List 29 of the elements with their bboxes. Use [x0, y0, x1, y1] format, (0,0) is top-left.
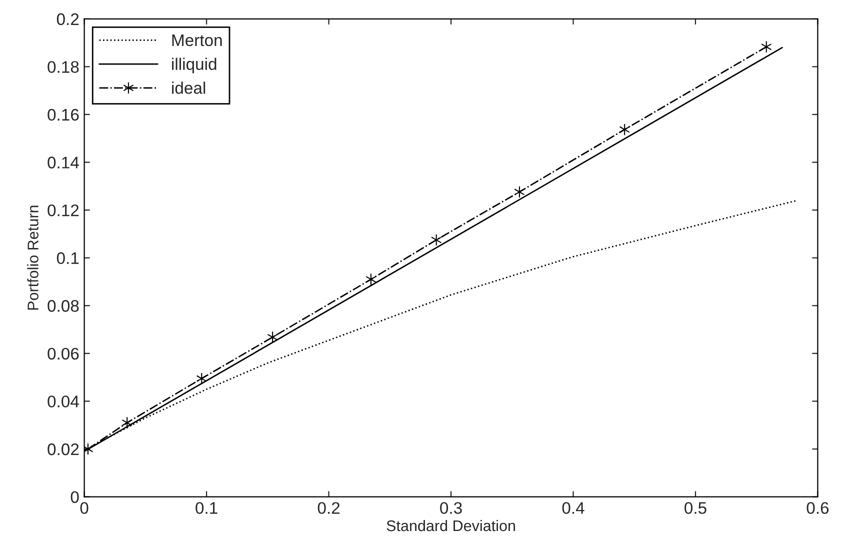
y-tick-label: 0.16 [48, 108, 79, 121]
legend-label: illiquid [172, 58, 216, 74]
x-tick-label: 0.1 [196, 502, 218, 514]
point [619, 123, 630, 136]
x-tick-label: 0.5 [684, 502, 706, 514]
y-tick-label: 0.04 [48, 396, 79, 408]
x-tick-label: 0.3 [440, 502, 462, 514]
y-tick-label: 0.2 [56, 13, 79, 26]
x-tick-label: 0.2 [318, 502, 340, 514]
y-tick-label: 0.02 [48, 443, 79, 456]
y-tick-label: 0.14 [48, 156, 79, 168]
point [122, 416, 132, 429]
x-tick-label: 0.4 [562, 502, 584, 514]
x-tick-label: 0.6 [806, 502, 829, 514]
x-tick-label: 0 [80, 502, 88, 514]
y-axis-title: Portfolio Return [27, 206, 38, 310]
x-axis-title: Standard Deviation [386, 520, 515, 532]
y-tick-label: 0.12 [48, 204, 79, 216]
y-tick-label: 0.18 [48, 61, 79, 73]
point [761, 40, 772, 53]
point [431, 234, 442, 246]
y-tick-label: 0.06 [48, 348, 79, 360]
y-tick-label: 0.1 [56, 252, 79, 264]
point [196, 372, 207, 385]
legend-label: Merton [172, 34, 222, 46]
y-tick-label: 0 [70, 491, 79, 504]
legend-label: ideal [172, 82, 206, 94]
point [84, 442, 94, 456]
y-tick-label: 0.08 [48, 300, 79, 312]
